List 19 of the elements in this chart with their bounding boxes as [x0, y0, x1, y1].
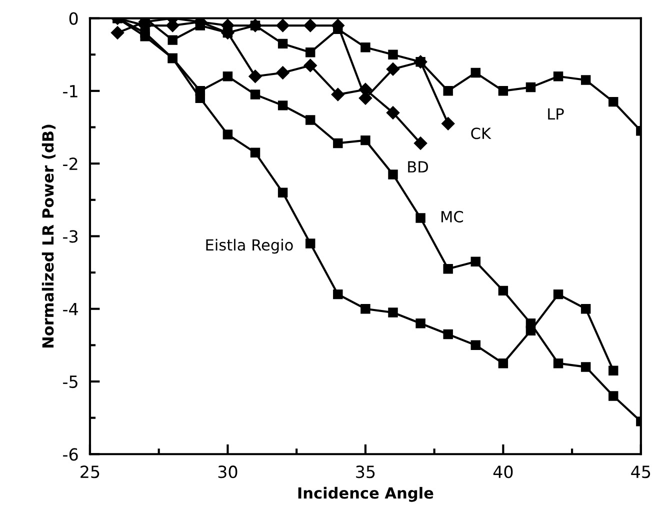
x-tick-label: 45: [631, 466, 650, 478]
y-tick-label: -5: [63, 376, 78, 388]
x-tick-label: 40: [493, 466, 513, 478]
y-tick-label: -4: [63, 303, 78, 316]
x-tick-label: 25: [80, 466, 100, 478]
x-tick-label: 30: [218, 466, 238, 478]
y-tick-label: -3: [63, 230, 78, 243]
x-tick-label: 35: [356, 466, 375, 478]
y-tick-label: 0: [69, 12, 78, 25]
y-tick-label: -6: [63, 448, 78, 461]
series-label: LP: [548, 108, 564, 120]
y-tick-label: -2: [63, 158, 78, 170]
y-axis-title: Normalized LR Power (dB): [42, 124, 56, 348]
y-tick-label: -1: [63, 85, 78, 98]
series-label: Eistla Regio: [206, 238, 293, 254]
x-axis-title: Incidence Angle: [298, 486, 434, 502]
series-label: CK: [471, 128, 492, 140]
series-label: BD: [408, 161, 428, 172]
series-label: MC: [441, 210, 464, 222]
